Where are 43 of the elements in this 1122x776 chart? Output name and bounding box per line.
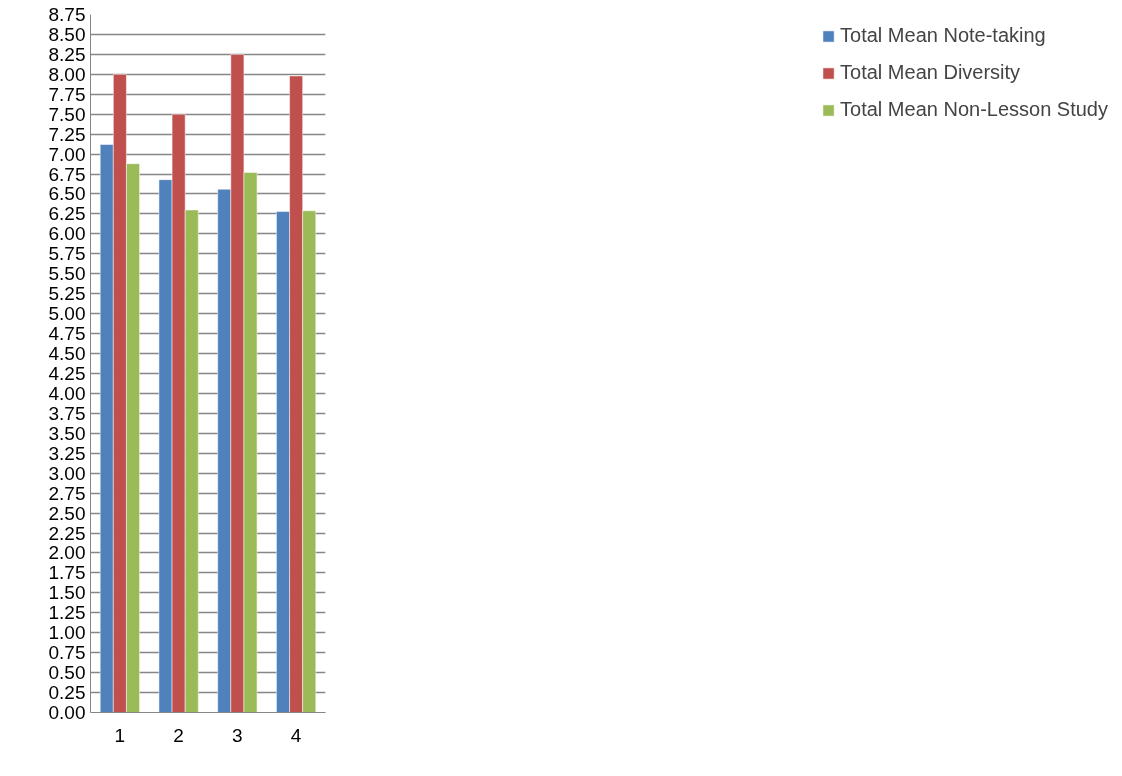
y-tick-label: 2.75 xyxy=(48,482,86,504)
x-tick-label: 2 xyxy=(173,724,184,746)
y-tick-label: 2.25 xyxy=(48,522,86,544)
y-tick-label: 4.25 xyxy=(48,362,86,384)
y-tick-label: 6.75 xyxy=(48,163,86,185)
y-tick-label: 4.50 xyxy=(48,343,86,365)
legend-label: Total Mean Note-taking xyxy=(840,24,1046,47)
y-tick-label: 7.25 xyxy=(48,123,86,145)
y-tick-label: 0.50 xyxy=(48,662,86,684)
x-tick-label: 3 xyxy=(232,724,243,746)
y-tick-label: 4.00 xyxy=(48,382,86,404)
y-tick-label: 4.75 xyxy=(48,323,86,345)
y-tick-label: 1.50 xyxy=(48,582,86,604)
y-tick-label: 6.00 xyxy=(48,223,86,245)
y-tick-label: 7.00 xyxy=(48,143,86,165)
x-tick-label: 1 xyxy=(114,724,126,746)
y-tick-label: 6.25 xyxy=(48,203,86,225)
legend-label: Total Mean Diversity xyxy=(840,61,1021,84)
y-tick-label: 3.00 xyxy=(48,462,86,484)
y-tick-label: 8.50 xyxy=(48,23,86,45)
y-tick-label: 0.25 xyxy=(48,682,86,704)
y-tick-label: 3.50 xyxy=(48,422,86,444)
y-tick-label: 8.25 xyxy=(48,43,86,65)
x-tick-label: 4 xyxy=(290,724,302,746)
y-tick-label: 2.50 xyxy=(48,502,86,524)
y-tick-label: 1.75 xyxy=(48,562,86,584)
y-tick-label: 6.50 xyxy=(48,183,86,205)
y-tick-label: 5.75 xyxy=(48,243,86,265)
y-tick-label: 7.50 xyxy=(48,103,86,125)
y-tick-label: 0.75 xyxy=(48,642,86,664)
y-tick-label: 5.50 xyxy=(48,263,86,285)
y-tick-label: 8.00 xyxy=(48,63,86,85)
y-tick-label: 3.25 xyxy=(48,442,86,464)
y-tick-label: 3.75 xyxy=(48,402,86,424)
y-tick-label: 0.00 xyxy=(48,702,86,723)
y-tick-label: 5.00 xyxy=(48,303,86,325)
y-tick-label: 1.00 xyxy=(48,622,86,644)
y-tick-label: 7.75 xyxy=(48,83,86,105)
y-tick-label: 5.25 xyxy=(48,283,86,305)
y-tick-label: 8.75 xyxy=(48,4,86,25)
legend-label: Total Mean Non-Lesson Study xyxy=(840,98,1108,121)
y-tick-label: 2.00 xyxy=(48,542,86,564)
y-tick-label: 1.25 xyxy=(48,602,86,624)
